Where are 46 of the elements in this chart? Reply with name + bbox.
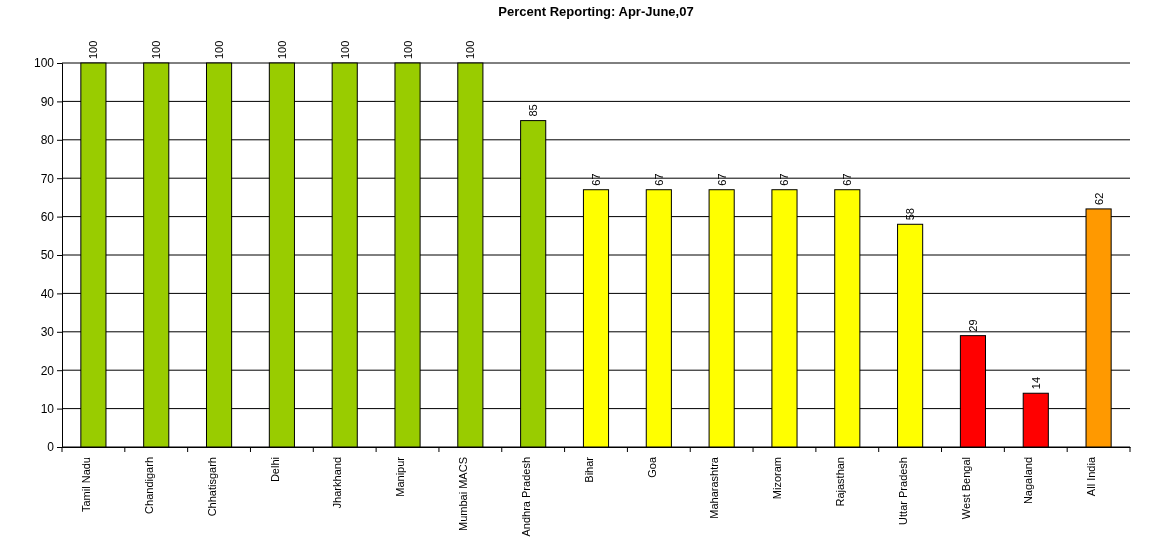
x-tick-label: Chandigarh <box>142 457 155 514</box>
y-tick-label: 80 <box>40 133 55 148</box>
data-label: 100 <box>87 40 100 59</box>
x-tick-label: Andhra Pradesh <box>519 457 532 537</box>
data-label: 29 <box>966 319 979 332</box>
data-label: 58 <box>904 208 917 221</box>
y-tick-label: 70 <box>40 171 55 186</box>
data-label: 100 <box>213 40 226 59</box>
x-tick-label: All India <box>1085 456 1098 497</box>
data-label: 100 <box>464 40 477 59</box>
y-tick-label: 10 <box>40 401 55 416</box>
data-label: 67 <box>715 173 728 186</box>
x-tick-label: Nagaland <box>1022 457 1035 505</box>
x-tick-label: Delhi <box>268 457 281 483</box>
y-tick-label: 90 <box>40 94 55 109</box>
data-label: 67 <box>590 173 602 186</box>
data-label: 14 <box>1029 376 1042 390</box>
data-label: 100 <box>150 40 163 59</box>
data-label: 67 <box>778 173 791 186</box>
data-label: 100 <box>401 40 414 59</box>
x-tick-label: Maharashtra <box>708 456 721 519</box>
x-tick-label: Rajasthan <box>833 457 846 507</box>
y-tick-label: 60 <box>40 209 55 224</box>
y-tick-label: 20 <box>40 363 55 378</box>
y-tick-label: 0 <box>47 440 55 455</box>
x-tick-label: Goa <box>645 456 658 478</box>
x-tick-label: Tamil Nadu <box>80 457 93 513</box>
data-label: 67 <box>652 173 665 186</box>
x-tick-label: Uttar Pradesh <box>896 457 909 525</box>
data-label: 100 <box>275 40 288 59</box>
data-label: 62 <box>1092 192 1105 205</box>
data-label: 67 <box>841 173 854 186</box>
x-tick-label: Jharkhand <box>331 457 344 509</box>
x-tick-label: West Bengal <box>959 457 972 520</box>
x-tick-label: Mumbai MACS <box>457 457 470 531</box>
data-label: 100 <box>338 40 351 59</box>
y-tick-label: 50 <box>40 248 55 263</box>
x-tick-label: Mizoram <box>771 457 784 500</box>
y-tick-label: 100 <box>33 56 55 71</box>
x-tick-label: Manipur <box>394 456 407 497</box>
data-label: 85 <box>527 104 540 117</box>
y-tick-label: 40 <box>40 286 55 301</box>
chart-title: Percent Reporting: Apr-June,07 <box>498 4 694 19</box>
x-tick-label: Bihar <box>582 456 595 483</box>
x-tick-label: Chhatisgarh <box>205 457 218 517</box>
y-tick-label: 30 <box>40 325 55 340</box>
